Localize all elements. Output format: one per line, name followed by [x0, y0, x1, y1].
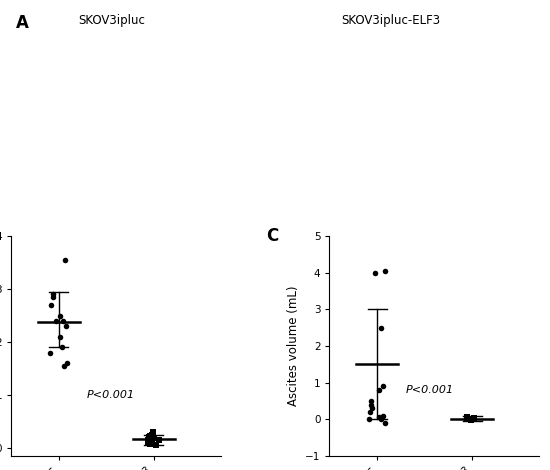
Point — [47, 301, 56, 309]
Point — [155, 436, 163, 444]
Text: A: A — [16, 14, 29, 31]
Point — [56, 333, 65, 341]
Point — [58, 317, 67, 325]
Point — [146, 438, 155, 446]
Point — [58, 344, 67, 351]
Point — [52, 317, 61, 325]
Point — [367, 401, 376, 408]
Point — [365, 408, 374, 416]
Point — [368, 405, 377, 412]
Point — [379, 412, 388, 419]
Point — [46, 349, 55, 356]
Point — [145, 434, 153, 441]
Text: C: C — [267, 227, 279, 245]
Point — [381, 267, 389, 275]
Point — [463, 415, 471, 423]
Point — [62, 360, 71, 367]
Point — [148, 428, 157, 436]
Point — [60, 256, 69, 264]
Point — [376, 415, 385, 423]
Point — [147, 431, 156, 439]
Point — [381, 419, 389, 427]
Point — [375, 414, 383, 421]
Point — [371, 269, 380, 277]
Point — [375, 386, 383, 394]
Point — [144, 436, 153, 444]
Point — [377, 324, 386, 331]
Point — [146, 440, 155, 447]
Text: SKOV3ipluc: SKOV3ipluc — [78, 14, 145, 27]
Point — [151, 441, 160, 449]
Text: P<0.001: P<0.001 — [405, 385, 454, 395]
Point — [365, 415, 373, 423]
Text: P<0.001: P<0.001 — [87, 390, 135, 400]
Point — [150, 435, 159, 442]
Point — [467, 416, 476, 424]
Text: SKOV3ipluc-ELF3: SKOV3ipluc-ELF3 — [342, 14, 441, 27]
Point — [62, 322, 71, 330]
Point — [469, 415, 477, 423]
Point — [148, 434, 157, 441]
Point — [378, 383, 387, 390]
Point — [367, 397, 376, 405]
Point — [465, 415, 474, 423]
Point — [470, 415, 478, 422]
Y-axis label: Ascites volume (mL): Ascites volume (mL) — [287, 286, 300, 407]
Point — [146, 432, 155, 440]
Point — [48, 293, 57, 301]
Point — [48, 291, 57, 298]
Point — [60, 362, 69, 370]
Point — [144, 439, 152, 446]
Point — [144, 439, 153, 446]
Point — [463, 414, 471, 421]
Point — [464, 415, 473, 423]
Point — [144, 439, 153, 446]
Point — [56, 312, 65, 320]
